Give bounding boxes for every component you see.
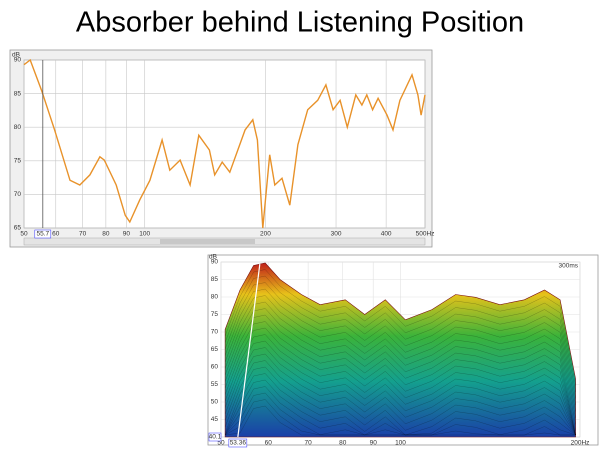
slice-line [224,386,576,436]
slice-line [224,360,576,436]
slide-title: Absorber behind Listening Position [76,7,524,39]
slice-line [224,308,576,425]
y-tick-label: 70 [14,191,22,198]
slice-line [224,321,576,436]
x-tick-label: 100 [139,231,150,238]
slice-line [224,314,576,431]
y-tick-label: 45 [211,416,219,423]
y-tick-label: 90 [211,259,219,266]
x-tick-label: 100 [395,440,406,447]
x-tick-label: 50 [217,440,225,447]
y-tick-label: 55 [211,381,219,388]
cursor-line [237,263,261,438]
y-tick-label: 75 [211,311,219,318]
x-tick-label: 70 [305,440,313,447]
slice-line [224,373,576,436]
x-tick-label: 500Hz [416,231,435,238]
x-tick-label: 300 [331,231,342,238]
x-tick-label: 90 [123,231,131,238]
slice-line [224,399,576,436]
x-tick-label: 200 [260,231,271,238]
y-tick-label: 65 [211,346,219,353]
slice-line [224,269,576,386]
slice-line [224,379,576,436]
time-label: 300ms [558,263,578,270]
waterfall-surface [224,262,576,438]
plot-area [23,59,426,229]
slice-line [224,334,576,436]
floor-box [208,432,222,442]
cursor-box [34,229,52,239]
slice-line [224,301,576,418]
x-tick-label: 80 [339,440,347,447]
slice-line [224,392,576,436]
y-tick-label: 65 [14,225,22,232]
slice-line [224,366,576,436]
floor-label: 40.1 [209,434,222,441]
cursor-label: 55.7 [36,231,49,238]
x-tick-label: 200Hz [571,440,590,447]
cursor-label: 53.36 [230,440,247,447]
slice-line [225,405,576,436]
x-tick-label: 60 [265,440,273,447]
y-tick-label: 70 [211,329,219,336]
y-tick-label: 85 [14,90,22,97]
y-tick-label: 50 [211,399,219,406]
y-tick-label: 85 [211,276,219,283]
x-tick-label: 400 [381,231,392,238]
x-tick-label: 70 [79,231,87,238]
x-tick-label: 90 [370,440,378,447]
y-tick-label: 80 [14,124,22,131]
y-tick-label: 90 [14,57,22,64]
cursor-box [228,438,248,448]
x-tick-label: 80 [102,231,110,238]
slice-line [224,340,576,436]
y-tick-label: 80 [211,294,219,301]
y-axis-label: dB [12,52,20,59]
x-tick-label: 60 [52,231,60,238]
response-line [23,58,426,229]
slice-line [224,353,576,436]
slice-line [224,347,576,436]
slice-line [224,282,576,399]
slice-line [224,288,576,405]
y-axis-label: dB [209,254,217,261]
y-tick-label: 60 [211,364,219,371]
scrollbar-thumb[interactable] [160,239,255,244]
slice-line [224,275,576,392]
slice-line [224,295,576,412]
slice-line [224,327,576,436]
y-tick-label: 75 [14,158,22,165]
x-tick-label: 50 [20,231,28,238]
